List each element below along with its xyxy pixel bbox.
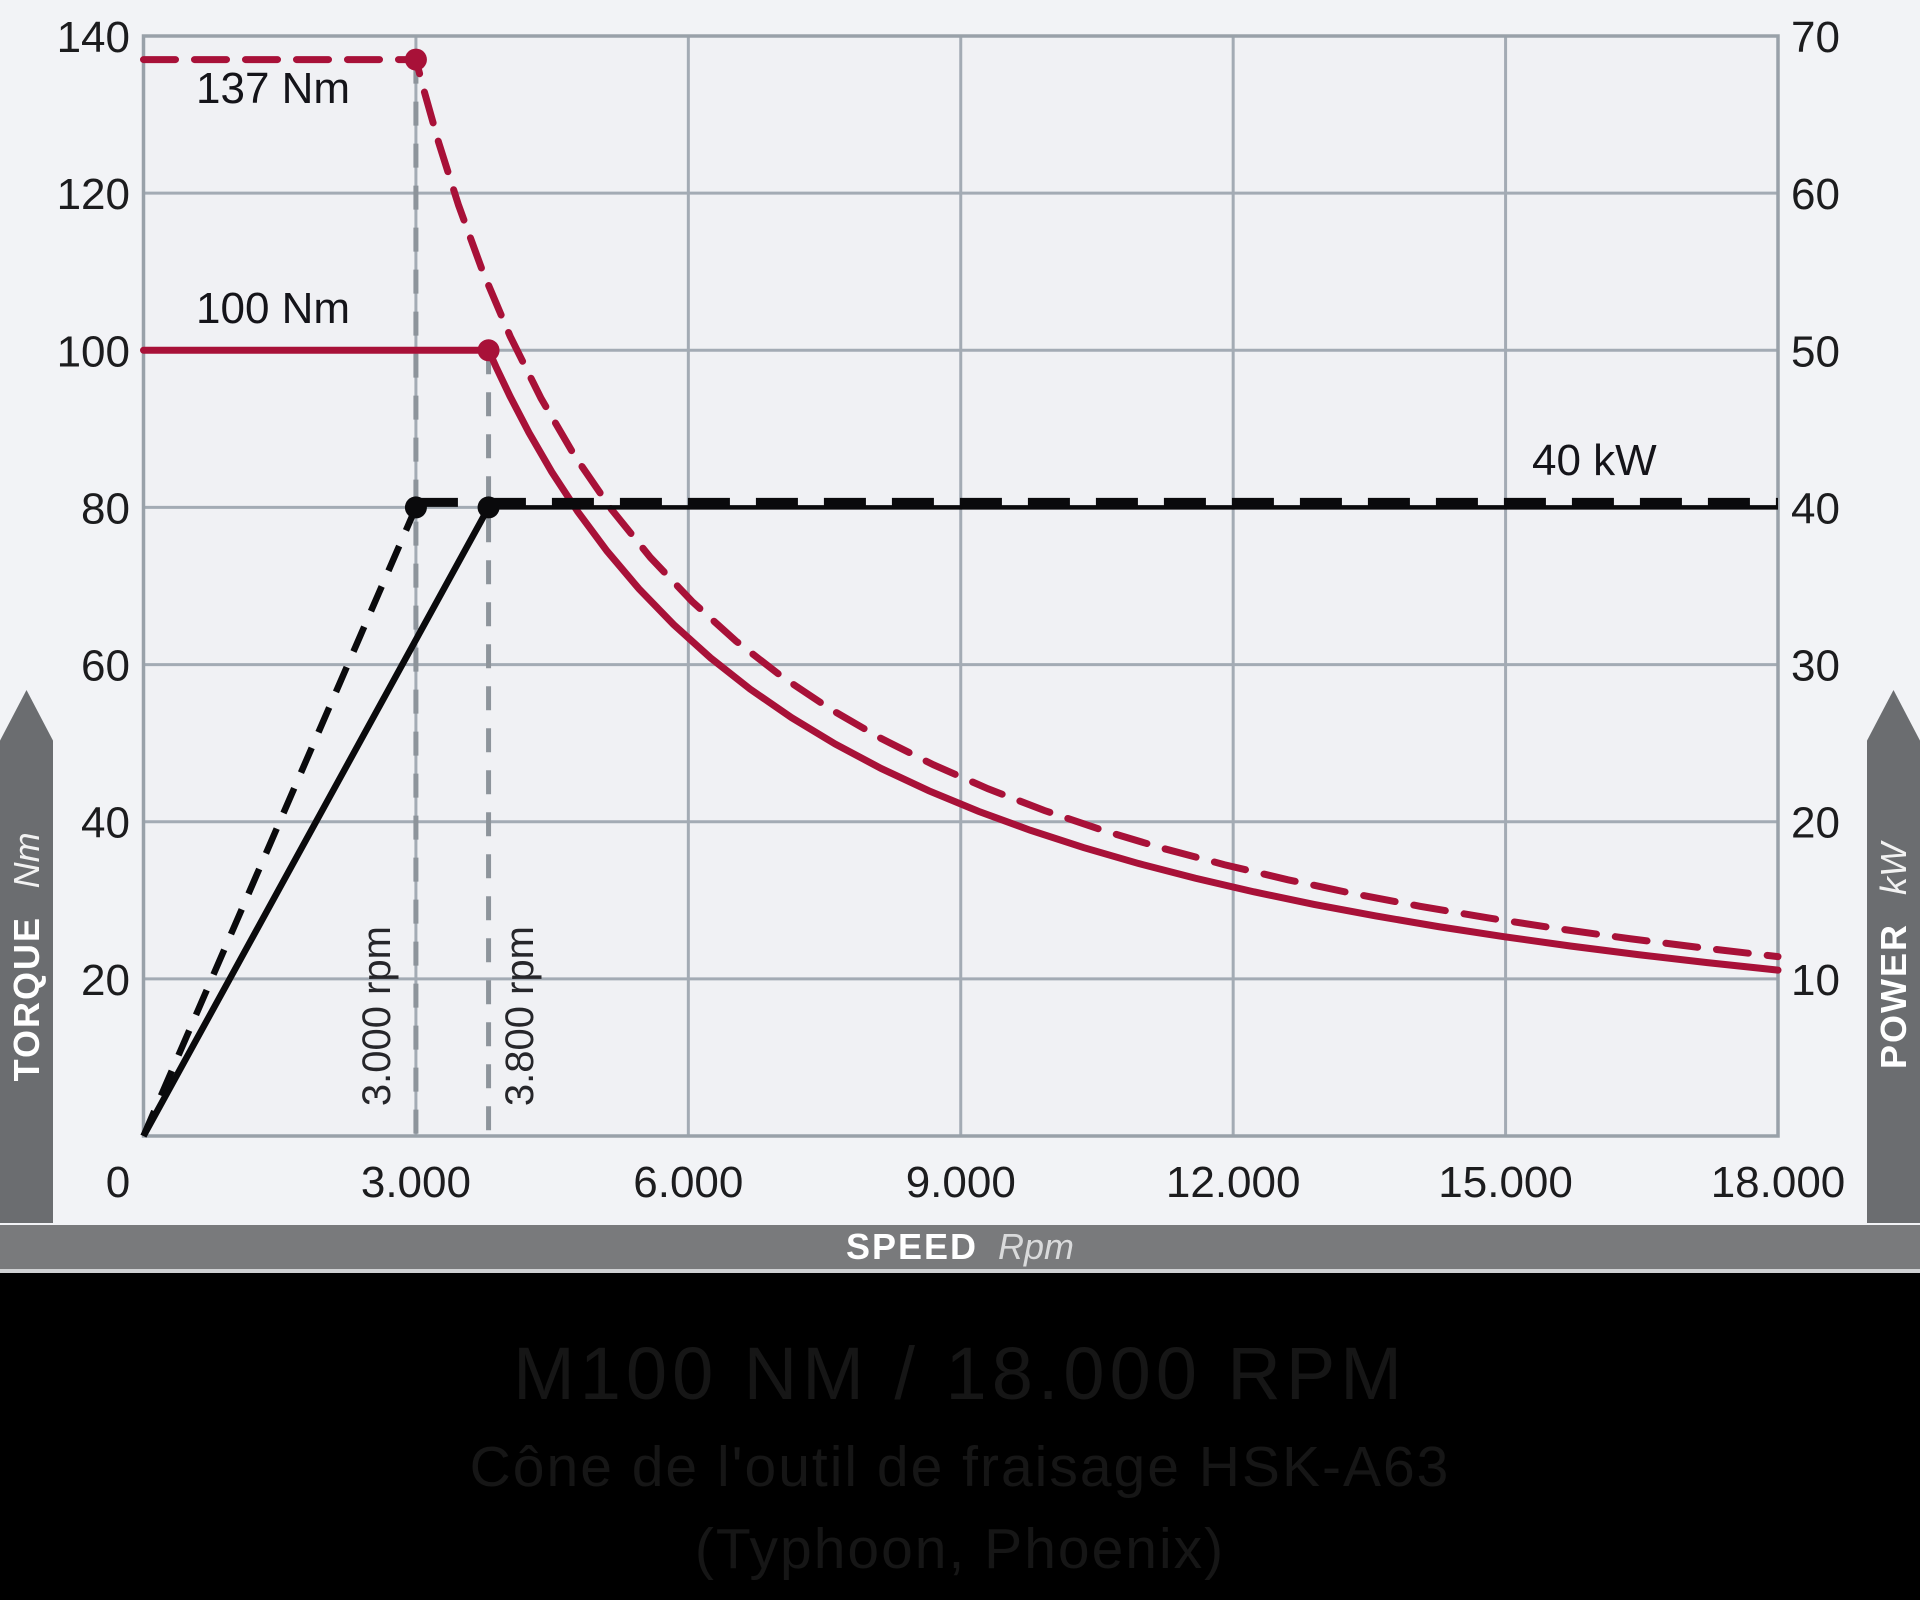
torque-curve-torque-peak <box>140 56 1782 961</box>
torque-tick-label: 120 <box>57 170 130 219</box>
power-tick-label: 60 <box>1791 170 1840 219</box>
x-tick-label: 18.000 <box>1711 1158 1846 1207</box>
corner-point-marker <box>404 496 427 519</box>
x-tick-label: 15.000 <box>1438 1158 1573 1207</box>
torque-tick-label: 140 <box>57 13 130 62</box>
power-axis-banner: POWER kW <box>1867 690 1920 1223</box>
torque-axis-name: TORQUE <box>5 915 47 1082</box>
corner-speed-label-3000: 3.000 rpm <box>354 925 399 1106</box>
peak-torque-label: 137 Nm <box>196 64 351 113</box>
continuous-torque-label: 100 Nm <box>196 284 351 333</box>
power-label: 40 kW <box>1532 436 1657 485</box>
x-tick-label: 9.000 <box>906 1158 1016 1207</box>
x-tick-label: 12.000 <box>1166 1158 1301 1207</box>
power-axis-unit: kW <box>1872 843 1914 896</box>
corner-speed-label-3800: 3.800 rpm <box>497 925 542 1106</box>
corner-point-marker <box>477 496 500 519</box>
footer-panel: M100 NM / 18.000 RPM Cône de l'outil de … <box>0 1273 1920 1600</box>
tool-taper-subtitle: Cône de l'outil de fraisage HSK-A63 <box>469 1435 1451 1499</box>
power-tick-label: 10 <box>1791 956 1840 1005</box>
torque-axis-title: TORQUE Nm <box>6 832 48 1081</box>
torque-tick-label: 40 <box>81 799 130 848</box>
machine-models-subtitle: (Typhoon, Phoenix) <box>694 1517 1226 1581</box>
torque-axis-unit: Nm <box>5 831 47 888</box>
plot-border <box>141 34 1780 1138</box>
torque-tick-label: 20 <box>81 956 130 1005</box>
speed-axis-unit: Rpm <box>998 1226 1075 1267</box>
power-axis-name: POWER <box>1872 923 1914 1070</box>
torque-tick-label: 100 <box>57 327 130 376</box>
power-ramp-power-cont <box>140 505 492 1138</box>
power-tick-label: 50 <box>1791 327 1840 376</box>
corner-point-marker <box>477 339 500 362</box>
x-tick-label: 3.000 <box>361 1158 471 1207</box>
power-tick-label: 30 <box>1791 642 1840 691</box>
motor-spec-title: M100 NM / 18.000 RPM <box>513 1332 1407 1415</box>
torque-power-chart: 0 3.000 6.000 9.000 12.000 15.000 18.000 20 40 60… <box>57 13 1846 1207</box>
torque-axis-banner: TORQUE Nm <box>0 690 53 1223</box>
torque-tick-label: 60 <box>81 642 130 691</box>
power-tick-label: 40 <box>1791 484 1840 533</box>
chart-region: 0 3.000 6.000 9.000 12.000 15.000 18.000 20 40 60… <box>0 0 1920 1225</box>
x-tick-label: 6.000 <box>633 1158 743 1207</box>
torque-tick-label: 80 <box>81 484 130 533</box>
power-ramp-power-peak <box>140 506 419 1138</box>
torque-curve-torque-cont <box>140 346 1782 974</box>
divider-line <box>0 1269 1920 1273</box>
corner-point-marker <box>404 48 427 71</box>
x-tick-label: 0 <box>106 1158 130 1207</box>
speed-axis-bar: SPEED Rpm <box>0 1225 1920 1269</box>
power-tick-label: 20 <box>1791 799 1840 848</box>
power-tick-label: 70 <box>1791 13 1840 62</box>
speed-axis-name: SPEED <box>845 1226 979 1267</box>
power-axis-title: POWER kW <box>1873 843 1915 1069</box>
